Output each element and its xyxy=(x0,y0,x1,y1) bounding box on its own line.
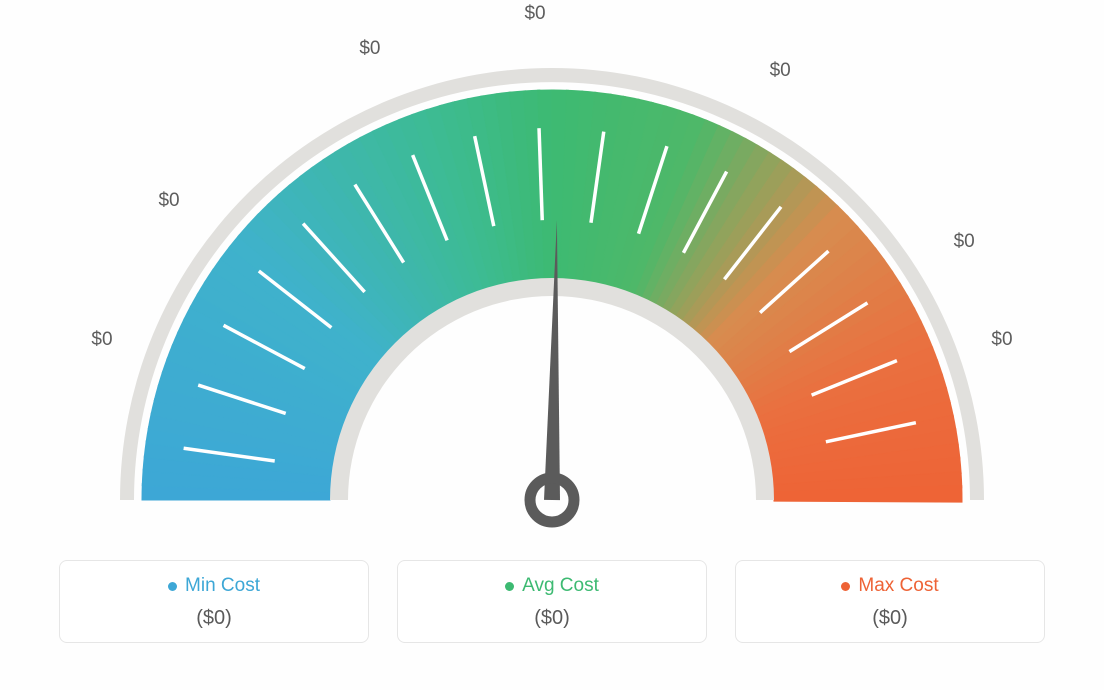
legend-label-text: Max Cost xyxy=(858,575,938,597)
legend-row: Min Cost ($0) Avg Cost ($0) Max Cost ($0… xyxy=(0,560,1104,643)
gauge-tick-label: $0 xyxy=(91,329,112,351)
gauge-tick-label: $0 xyxy=(359,38,380,60)
dot-icon xyxy=(841,582,850,591)
gauge-tick-label: $0 xyxy=(954,231,975,253)
legend-card-avg: Avg Cost ($0) xyxy=(397,560,707,643)
legend-label-max: Max Cost xyxy=(841,575,938,597)
gauge-chart: $0 $0 $0 $0 $0 $0 $0 xyxy=(0,0,1104,555)
gauge-tick-label: $0 xyxy=(158,190,179,212)
gauge-tick-label: $0 xyxy=(524,3,545,25)
legend-value-min: ($0) xyxy=(70,607,358,630)
legend-card-min: Min Cost ($0) xyxy=(59,560,369,643)
legend-label-text: Avg Cost xyxy=(522,575,599,597)
gauge-cost-widget: $0 $0 $0 $0 $0 $0 $0 Min Cost ($0) Avg Cost ($… xyxy=(0,0,1104,690)
legend-label-text: Min Cost xyxy=(185,575,260,597)
legend-card-max: Max Cost ($0) xyxy=(735,560,1045,643)
legend-label-avg: Avg Cost xyxy=(505,575,599,597)
legend-label-min: Min Cost xyxy=(168,575,260,597)
legend-value-avg: ($0) xyxy=(408,607,696,630)
gauge-tick-label: $0 xyxy=(770,60,791,82)
legend-value-max: ($0) xyxy=(746,607,1034,630)
gauge-tick-label: $0 xyxy=(991,329,1012,351)
dot-icon xyxy=(168,582,177,591)
dot-icon xyxy=(505,582,514,591)
